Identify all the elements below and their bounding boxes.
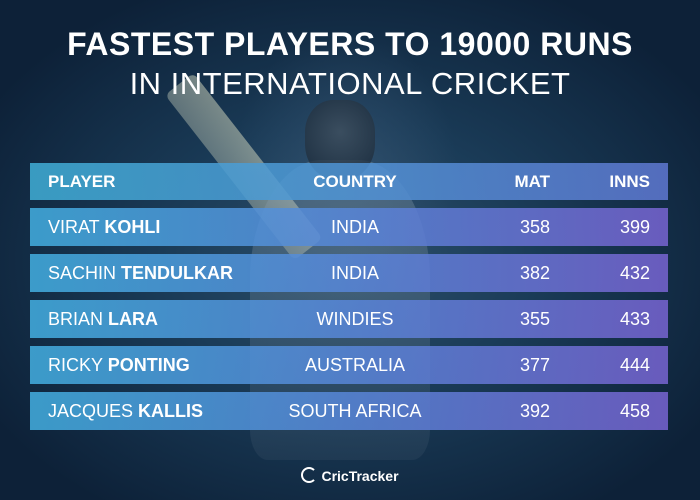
player-name: SACHIN TENDULKAR bbox=[30, 263, 260, 284]
player-innings: 432 bbox=[619, 262, 650, 283]
headline-title: FASTEST PLAYERS TO 19000 RUNS bbox=[67, 26, 633, 62]
player-last-name: TENDULKAR bbox=[121, 262, 234, 283]
player-innings: 458 bbox=[619, 400, 650, 421]
player-matches: 355 bbox=[519, 308, 550, 329]
table-row: SACHIN TENDULKAR INDIA 382 432 bbox=[30, 254, 668, 292]
player-country: INDIA bbox=[330, 216, 379, 237]
table-row: JACQUES KALLIS SOUTH AFRICA 392 458 bbox=[30, 392, 668, 430]
player-matches: 392 bbox=[519, 400, 550, 421]
player-name: JACQUES KALLIS bbox=[30, 401, 260, 422]
player-name: BRIAN LARA bbox=[30, 309, 260, 330]
player-first-name: RICKY bbox=[48, 354, 103, 375]
header-mat: MAT bbox=[514, 171, 550, 191]
player-country: AUSTRALIA bbox=[304, 354, 406, 375]
header-inns: INNS bbox=[609, 171, 650, 191]
table-row: RICKY PONTING AUSTRALIA 377 444 bbox=[30, 346, 668, 384]
player-first-name: VIRAT bbox=[48, 216, 100, 237]
player-last-name: KOHLI bbox=[104, 216, 161, 237]
player-innings: 433 bbox=[619, 308, 650, 329]
player-innings: 399 bbox=[619, 216, 650, 237]
table-header-row: PLAYER COUNTRY MAT INNS bbox=[30, 163, 668, 200]
headline-subtitle: IN INTERNATIONAL CRICKET bbox=[129, 66, 571, 101]
player-first-name: JACQUES bbox=[48, 400, 134, 421]
player-last-name: PONTING bbox=[107, 354, 190, 375]
crictracker-logo-icon bbox=[301, 467, 318, 483]
player-country: WINDIES bbox=[316, 308, 394, 329]
stats-table: PLAYER COUNTRY MAT INNS VIRAT KOHLI INDI… bbox=[30, 163, 668, 430]
player-country: INDIA bbox=[330, 262, 379, 283]
table-row: VIRAT KOHLI INDIA 358 399 bbox=[30, 208, 668, 246]
brand-logo: CricTracker bbox=[0, 467, 700, 484]
player-country: SOUTH AFRICA bbox=[288, 400, 422, 421]
player-first-name: BRIAN bbox=[48, 308, 104, 329]
player-first-name: SACHIN bbox=[48, 262, 117, 283]
brand-name: CricTracker bbox=[321, 468, 399, 484]
table-row: BRIAN LARA WINDIES 355 433 bbox=[30, 300, 668, 338]
header-country: COUNTRY bbox=[313, 171, 397, 191]
player-matches: 382 bbox=[519, 262, 550, 283]
player-matches: 358 bbox=[519, 216, 550, 237]
player-last-name: LARA bbox=[108, 308, 159, 329]
player-name: VIRAT KOHLI bbox=[30, 217, 260, 238]
player-name: RICKY PONTING bbox=[30, 355, 260, 376]
player-innings: 444 bbox=[619, 354, 650, 375]
player-last-name: KALLIS bbox=[138, 400, 204, 421]
header-player: PLAYER bbox=[48, 171, 116, 191]
player-matches: 377 bbox=[519, 354, 550, 375]
